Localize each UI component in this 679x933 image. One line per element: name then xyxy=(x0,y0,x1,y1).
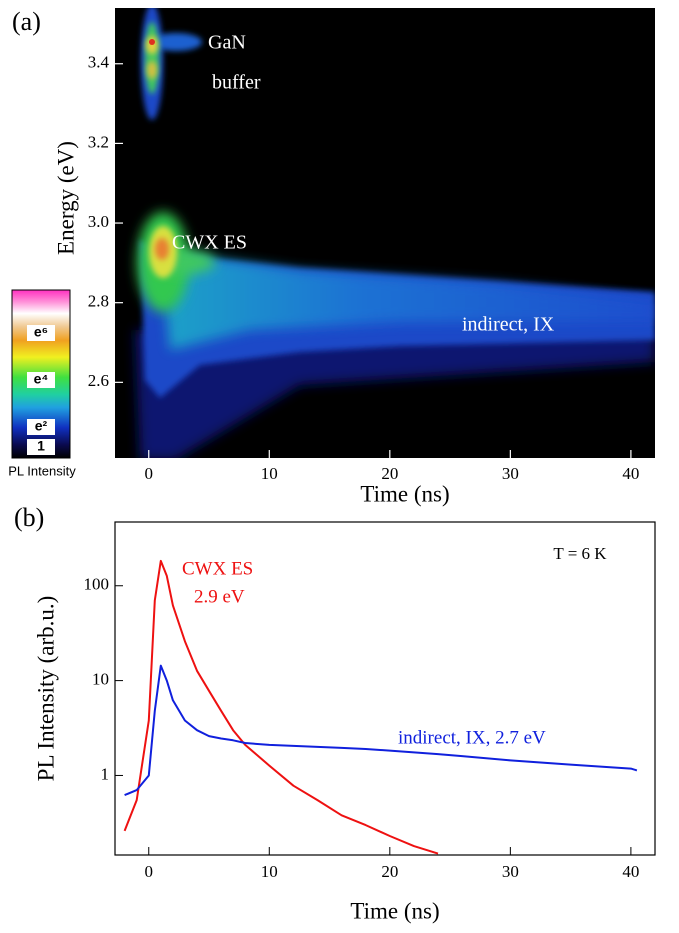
y-tick-label: 3.4 xyxy=(88,53,110,72)
x-tick-label: 40 xyxy=(622,862,639,881)
streak-image xyxy=(115,8,655,458)
x-tick-label: 30 xyxy=(502,862,519,881)
series-line xyxy=(123,559,439,855)
colorbar-label-box xyxy=(27,439,55,455)
y-axis-title: Energy (eV) xyxy=(53,141,78,255)
x-tick-label: 10 xyxy=(261,464,278,483)
x-axis-title: Time (ns) xyxy=(350,898,439,923)
y-tick-label: 3.2 xyxy=(88,132,109,151)
series-sublabel: 2.9 eV xyxy=(194,586,245,607)
colorbar-tick-label: 1 xyxy=(37,438,45,454)
x-tick-label: 20 xyxy=(381,464,398,483)
series-label: indirect, IX, 2.7 eV xyxy=(398,727,546,748)
annotation: GaN xyxy=(208,32,246,54)
x-tick-label: 40 xyxy=(622,464,639,483)
x-tick-label: 10 xyxy=(261,862,278,881)
colorbar-label-box xyxy=(27,372,55,388)
y-tick-label: 100 xyxy=(84,575,110,594)
plot-frame xyxy=(114,521,656,856)
colorbar-tick-label: e² xyxy=(35,418,48,434)
series-line xyxy=(124,664,638,797)
plot-lines xyxy=(123,559,638,855)
x-axis-title: Time (ns) xyxy=(360,481,449,506)
x-tick-label: 0 xyxy=(145,862,154,881)
y-tick-label: 2.6 xyxy=(88,371,109,390)
x-tick-label: 30 xyxy=(502,464,519,483)
y-tick-label: 10 xyxy=(92,670,109,689)
colorbar-title: PL Intensity xyxy=(8,463,76,478)
annotation: buffer xyxy=(212,72,261,94)
colorbar-tick-label: e⁴ xyxy=(34,371,49,387)
annotation: indirect, IX xyxy=(462,314,555,336)
colorbar-tick-label: e⁶ xyxy=(34,324,48,340)
colorbar-label-box xyxy=(27,325,55,341)
y-tick-label: 3.0 xyxy=(88,212,109,231)
annotation: T = 6 K xyxy=(553,544,607,563)
panel-label: (b) xyxy=(14,503,44,532)
series-label: CWX ES xyxy=(182,558,253,579)
y-tick-label: 1 xyxy=(101,764,110,783)
x-tick-label: 20 xyxy=(381,862,398,881)
y-axis-title: PL Intensity (arb.u.) xyxy=(33,596,58,782)
y-tick-label: 2.8 xyxy=(88,292,109,311)
x-tick-label: 0 xyxy=(145,464,154,483)
colorbar-label-box xyxy=(27,419,55,435)
panel-label: (a) xyxy=(12,7,41,36)
annotation: CWX ES xyxy=(172,232,247,254)
